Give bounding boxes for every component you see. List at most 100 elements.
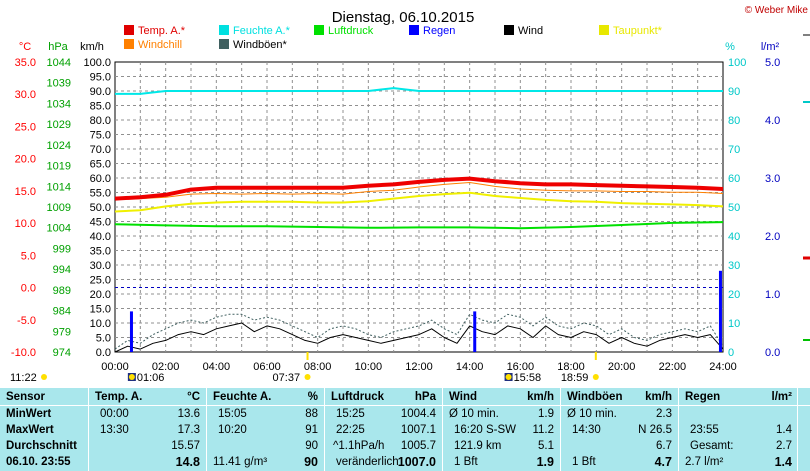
- table-divider: [442, 388, 443, 471]
- event-label: 01:06: [137, 372, 165, 384]
- wind-tick-label: 95.0: [90, 72, 111, 84]
- pressure-tick-label: 1014: [47, 181, 71, 193]
- header-temp: Temp. A.: [95, 391, 143, 403]
- event-label: 11:22: [10, 372, 37, 384]
- series-lines: [114, 87, 724, 353]
- legend-swatch: [219, 25, 229, 35]
- moon-glyph: [505, 374, 512, 380]
- humidity-value: 90: [305, 440, 318, 452]
- temp-tick-label: 5.0: [21, 250, 36, 262]
- legend-swatch: [314, 25, 324, 35]
- legend-label: Feuchte A.*: [233, 25, 291, 37]
- wind-desc: 121.9 km: [454, 440, 502, 452]
- table-divider: [88, 388, 89, 471]
- temp-tick-label: -10.0: [11, 347, 36, 359]
- legend-label: Windböen*: [233, 39, 288, 51]
- wind-tick-label: 75.0: [90, 130, 111, 142]
- humidity-tick-label: 70: [728, 144, 740, 156]
- legend-swatch: [504, 25, 514, 35]
- pressure-tick-label: 999: [53, 243, 71, 255]
- x-tick-label: 14:00: [456, 361, 484, 373]
- legend-swatch: [124, 39, 134, 49]
- header-wind-unit: km/h: [527, 391, 554, 403]
- legend-label: Luftdruck: [328, 25, 374, 37]
- temp-value: 13.6: [177, 408, 200, 420]
- wind-tick-label: 65.0: [90, 159, 111, 171]
- header-gusts-unit: km/h: [645, 391, 672, 403]
- wind-tick-label: 50.0: [90, 202, 111, 214]
- humidity-value: 91: [305, 424, 318, 436]
- header-pressure: Luftdruck: [331, 391, 385, 403]
- pressure-tick-label: 1029: [47, 119, 71, 131]
- legend-label: Wind: [518, 25, 543, 37]
- series-line: [114, 191, 724, 213]
- pressure-value: 1007.0: [397, 455, 436, 469]
- pressure-tick-label: 1019: [47, 161, 71, 173]
- pressure-tick-label: 989: [53, 285, 71, 297]
- wind-tick-label: 0.0: [96, 347, 111, 359]
- x-tick-label: 20:00: [608, 361, 636, 373]
- event-label: 18:59: [561, 372, 589, 384]
- pressure-time: 22:25: [336, 424, 365, 436]
- wind-tick-label: 40.0: [90, 231, 111, 243]
- humidity-tick-label: 90: [728, 86, 740, 98]
- gust-desc: 1 Bft: [572, 456, 596, 468]
- humidity-time: 15:05: [218, 408, 247, 420]
- wind-tick-label: 15.0: [90, 304, 111, 316]
- x-tick-label: 08:00: [304, 361, 332, 373]
- temp-time: 00:00: [100, 408, 129, 420]
- row-label: MaxWert: [6, 424, 54, 436]
- wind-tick-label: 35.0: [90, 246, 111, 258]
- pressure-tick-label: 1004: [47, 223, 71, 235]
- pressure-time: ^1.1hPa/h: [333, 440, 385, 452]
- temp-tick-label: 0.0: [21, 283, 36, 295]
- sunset-icon: [592, 374, 599, 380]
- gust-value: 4.7: [654, 455, 672, 469]
- rain-tick-label: 1.0: [765, 289, 780, 301]
- legend-label: Taupunkt*: [613, 25, 663, 37]
- x-tick-label: 00:00: [101, 361, 129, 373]
- header-temp-unit: °C: [187, 391, 200, 403]
- x-tick-label: 18:00: [557, 361, 585, 373]
- pressure-time: veränderlich: [336, 456, 399, 468]
- gust-desc: Ø 10 min.: [567, 408, 617, 420]
- humidity-tick-label: 0: [728, 347, 734, 359]
- wind-tick-label: 25.0: [90, 275, 111, 287]
- credit-label: © Weber Mike: [745, 5, 809, 16]
- table-divider: [560, 388, 561, 471]
- pressure-axis-label: hPa: [48, 41, 68, 53]
- gust-value: 2.3: [656, 408, 672, 420]
- rain-value: 2.7: [776, 440, 792, 452]
- pressure-value: 1007.1: [400, 424, 436, 436]
- legend-swatch: [409, 25, 419, 35]
- wind-tick-label: 85.0: [90, 101, 111, 113]
- humidity-value: 88: [305, 408, 318, 420]
- rain-bar: [473, 311, 477, 352]
- rain-tick-label: 2.0: [765, 231, 780, 243]
- temp-tick-label: 35.0: [15, 57, 36, 69]
- temp-tick-label: 10.0: [15, 218, 36, 230]
- humidity-axis-label: %: [725, 41, 735, 53]
- rain-axis-label: l/m²: [761, 41, 780, 53]
- temp-value: 17.3: [177, 424, 200, 436]
- x-tick-label: 22:00: [659, 361, 687, 373]
- rain-desc: 2.7 l/m²: [685, 456, 724, 468]
- table-divider: [324, 388, 325, 471]
- humidity-tick-label: 100: [728, 57, 746, 69]
- header-humidity-unit: %: [307, 391, 318, 403]
- tick-labels: 35.0 30.0 25.0 20.0 15.0 10.0 5.0 0.0 -5.0 -10.0 1…: [11, 57, 780, 373]
- header-pressure-unit: hPa: [414, 391, 436, 403]
- chart-title: Dienstag, 06.10.2015: [332, 9, 475, 26]
- legend-label: Windchill: [138, 39, 182, 51]
- moon-glyph: [128, 374, 135, 380]
- pressure-value: 1004.4: [400, 408, 436, 420]
- rain-bars: [129, 270, 722, 352]
- humidity-tick-label: 50: [728, 202, 740, 214]
- x-tick-label: 24:00: [709, 361, 737, 373]
- legend-swatch: [599, 25, 609, 35]
- x-tick-label: 06:00: [253, 361, 281, 373]
- wind-axis-label: km/h: [80, 41, 104, 53]
- pressure-tick-label: 1024: [47, 140, 71, 152]
- table-divider: [206, 388, 207, 471]
- x-tick-label: 04:00: [203, 361, 231, 373]
